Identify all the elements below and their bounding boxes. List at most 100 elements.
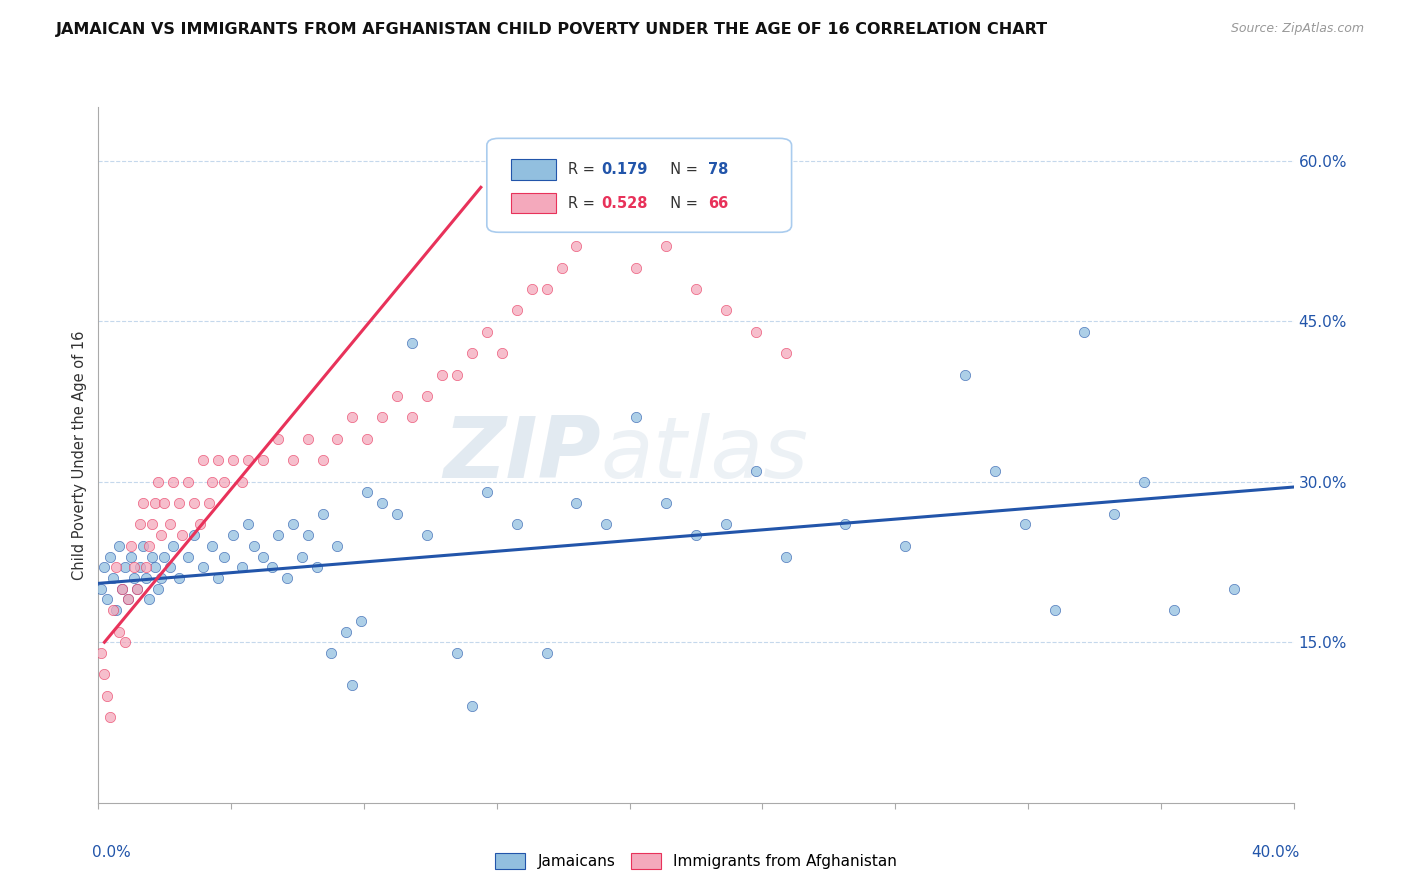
Point	[231, 475, 253, 489]
Point	[385, 389, 409, 403]
Point	[371, 410, 394, 425]
Point	[103, 571, 125, 585]
Point	[983, 464, 1005, 478]
Point	[335, 624, 357, 639]
Point	[342, 410, 364, 425]
Point	[416, 389, 439, 403]
Point	[153, 549, 176, 564]
Point	[655, 239, 678, 253]
Point	[267, 528, 290, 542]
Point	[141, 517, 163, 532]
Text: 0.0%: 0.0%	[93, 845, 131, 860]
Point	[267, 432, 290, 446]
Point	[326, 539, 349, 553]
Point	[461, 346, 484, 360]
Point	[103, 603, 125, 617]
Text: JAMAICAN VS IMMIGRANTS FROM AFGHANISTAN CHILD POVERTY UNDER THE AGE OF 16 CORREL: JAMAICAN VS IMMIGRANTS FROM AFGHANISTAN …	[56, 22, 1049, 37]
Text: atlas: atlas	[600, 413, 808, 497]
Text: 0.528: 0.528	[602, 195, 648, 211]
Point	[172, 528, 194, 542]
Point	[162, 475, 184, 489]
Point	[201, 539, 224, 553]
Point	[550, 260, 572, 275]
Point	[342, 678, 364, 692]
Point	[1014, 517, 1036, 532]
Point	[356, 432, 378, 446]
Y-axis label: Child Poverty Under the Age of 16: Child Poverty Under the Age of 16	[72, 330, 87, 580]
Point	[183, 528, 205, 542]
Point	[461, 699, 484, 714]
Point	[141, 549, 163, 564]
Point	[138, 539, 160, 553]
Point	[96, 592, 118, 607]
Point	[714, 303, 737, 318]
Text: R =: R =	[568, 162, 599, 178]
Point	[132, 539, 155, 553]
Point	[326, 432, 349, 446]
Legend: Jamaicans, Immigrants from Afghanistan: Jamaicans, Immigrants from Afghanistan	[488, 847, 904, 875]
Text: R =: R =	[568, 195, 599, 211]
Point	[90, 646, 112, 660]
Point	[188, 517, 211, 532]
Point	[135, 571, 157, 585]
Point	[177, 549, 200, 564]
Point	[159, 517, 181, 532]
Point	[506, 517, 529, 532]
Point	[1073, 325, 1095, 339]
Point	[207, 453, 229, 467]
Point	[222, 528, 245, 542]
Point	[311, 453, 333, 467]
Point	[290, 549, 312, 564]
Point	[108, 624, 131, 639]
Point	[207, 571, 229, 585]
Point	[260, 560, 283, 574]
Point	[212, 475, 235, 489]
Point	[98, 710, 122, 724]
Point	[243, 539, 266, 553]
Point	[281, 517, 304, 532]
Point	[198, 496, 221, 510]
Point	[114, 560, 136, 574]
Point	[624, 260, 647, 275]
Point	[236, 517, 259, 532]
Point	[120, 539, 142, 553]
Point	[416, 528, 439, 542]
Point	[96, 689, 118, 703]
Point	[385, 507, 409, 521]
Point	[98, 549, 122, 564]
Point	[143, 560, 166, 574]
Bar	[510, 160, 557, 180]
Text: Source: ZipAtlas.com: Source: ZipAtlas.com	[1230, 22, 1364, 36]
Point	[520, 282, 543, 296]
Point	[1133, 475, 1156, 489]
Point	[114, 635, 136, 649]
Point	[446, 646, 468, 660]
Point	[685, 528, 707, 542]
Point	[350, 614, 373, 628]
Point	[276, 571, 298, 585]
Point	[108, 539, 131, 553]
Point	[506, 303, 529, 318]
Point	[159, 560, 181, 574]
Point	[135, 560, 157, 574]
Point	[252, 549, 274, 564]
Point	[401, 410, 423, 425]
Point	[231, 560, 253, 574]
Point	[148, 582, 170, 596]
Point	[1223, 582, 1246, 596]
Point	[775, 549, 797, 564]
Point	[105, 560, 128, 574]
Point	[595, 517, 617, 532]
Text: 0.179: 0.179	[602, 162, 648, 178]
Point	[117, 592, 139, 607]
Point	[894, 539, 917, 553]
Point	[745, 464, 768, 478]
Point	[177, 475, 200, 489]
Point	[475, 325, 498, 339]
Point	[311, 507, 333, 521]
Point	[150, 571, 173, 585]
Point	[148, 475, 170, 489]
Point	[595, 218, 617, 232]
Point	[105, 603, 128, 617]
Point	[127, 582, 149, 596]
